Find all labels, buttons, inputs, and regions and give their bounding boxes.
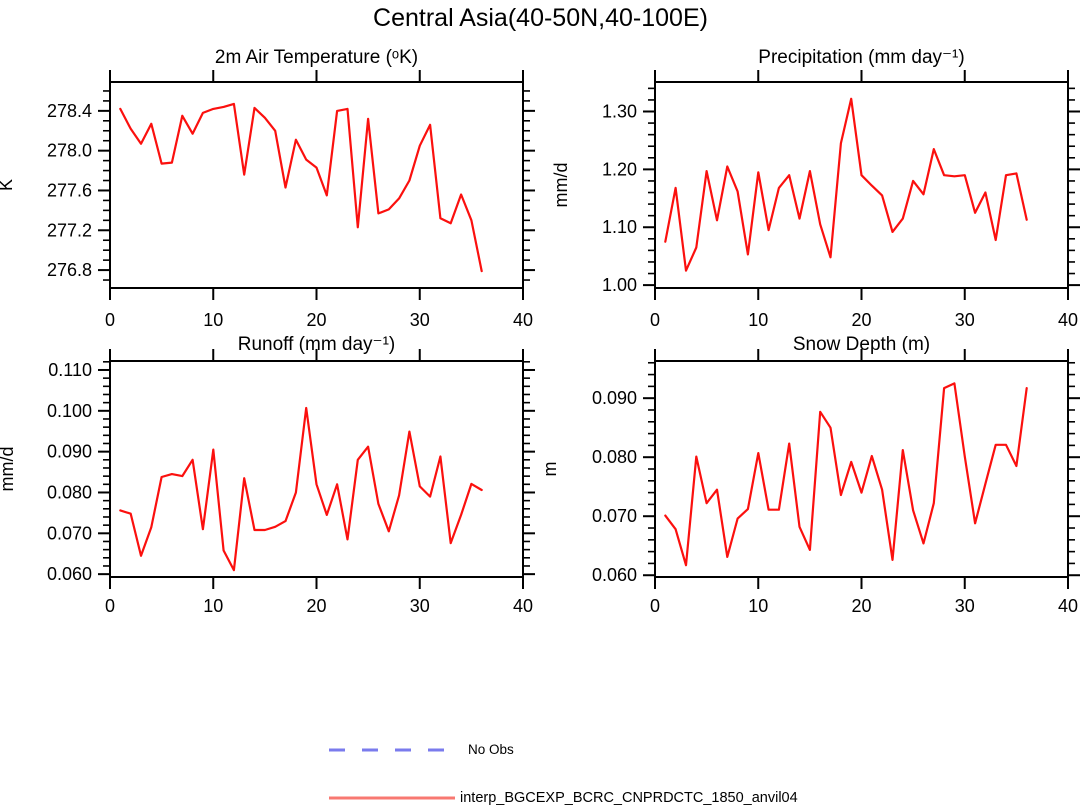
x-tick-label: 20 — [851, 596, 871, 616]
x-tick-label: 40 — [513, 596, 533, 616]
x-tick-label: 0 — [650, 310, 660, 330]
legend-label-no-obs: No Obs — [468, 742, 514, 757]
y-tick-label: 0.110 — [48, 360, 92, 380]
series-line — [119, 102, 483, 273]
x-tick-label: 40 — [1058, 310, 1078, 330]
series-line — [664, 97, 1028, 272]
y-axis-unit-label: mm/d — [0, 447, 17, 492]
legend-label-series: interp_BGCEXP_BCRC_CNPRDCTC_1850_anvil04 — [460, 790, 798, 806]
y-tick-label: 1.20 — [602, 159, 637, 179]
y-tick-label: 0.070 — [47, 523, 92, 543]
panel-border — [109, 360, 524, 578]
y-tick-label: 0.080 — [592, 447, 637, 467]
series-solid-line-icon — [329, 796, 455, 800]
y-tick-label: 0.080 — [47, 482, 92, 502]
y-axis-unit-label: mm/d — [551, 163, 571, 208]
y-axis-unit-label: K — [0, 179, 16, 191]
legend-item-series: interp_BGCEXP_BCRC_CNPRDCTC_1850_anvil04 — [328, 790, 798, 806]
panel-3: 0 10 20 30 40 0.060 0.070 0.080 0.090 Snow Depth … — [540, 334, 1080, 616]
panel-title: Precipitation (mm day⁻¹) — [758, 47, 964, 68]
x-tick-label: 10 — [203, 310, 223, 330]
y-axis-unit-label: m — [540, 462, 560, 477]
x-tick-label: 30 — [955, 310, 975, 330]
x-tick-label: 0 — [650, 596, 660, 616]
y-tick-label: 276.8 — [47, 260, 92, 280]
x-tick-label: 0 — [105, 310, 115, 330]
y-tick-label: 0.090 — [47, 442, 92, 462]
panel-title: 2m Air Temperature (ᵒK) — [215, 47, 418, 68]
y-tick-label: 0.060 — [592, 565, 637, 585]
y-tick-label: 0.070 — [592, 506, 637, 526]
panel-2: 0 10 20 30 40 0.060 0.070 0.080 0.090 0.100 0.110 R… — [0, 334, 535, 616]
panel-border — [109, 81, 524, 289]
x-tick-label: 30 — [955, 596, 975, 616]
series-line — [664, 382, 1028, 567]
x-tick-label: 0 — [105, 596, 115, 616]
panel-title: Snow Depth (m) — [793, 334, 930, 355]
x-tick-label: 40 — [1058, 596, 1078, 616]
y-tick-label: 0.060 — [47, 564, 92, 584]
y-tick-label: 277.6 — [47, 180, 92, 200]
y-tick-label: 1.10 — [602, 217, 637, 237]
x-tick-label: 10 — [748, 310, 768, 330]
page-title: Central Asia(40-50N,40-100E) — [373, 4, 708, 32]
panel-border — [654, 81, 1069, 289]
x-tick-label: 10 — [748, 596, 768, 616]
panel-0: 0 10 20 30 40 276.8 277.2 277.6 278.0 278.4 2m Air… — [0, 47, 535, 330]
no-obs-dashed-line-icon — [329, 748, 449, 751]
x-tick-label: 30 — [410, 596, 430, 616]
series-line — [119, 406, 483, 572]
y-tick-label: 278.0 — [47, 141, 92, 161]
y-tick-label: 0.090 — [592, 388, 637, 408]
y-tick-label: 277.2 — [47, 220, 92, 240]
x-tick-label: 40 — [513, 310, 533, 330]
panel-title: Runoff (mm day⁻¹) — [238, 334, 396, 355]
legend-item-no-obs: No Obs — [328, 742, 514, 757]
panel-border — [654, 360, 1069, 578]
x-tick-label: 20 — [306, 596, 326, 616]
x-tick-label: 20 — [306, 310, 326, 330]
y-tick-label: 0.100 — [47, 401, 92, 421]
x-tick-label: 20 — [851, 310, 871, 330]
y-tick-label: 1.30 — [602, 102, 637, 122]
x-tick-label: 10 — [203, 596, 223, 616]
panel-1: 0 10 20 30 40 1.00 1.10 1.20 1.30 Precipitation (… — [551, 47, 1080, 330]
x-tick-label: 30 — [410, 310, 430, 330]
y-tick-label: 1.00 — [602, 275, 637, 295]
y-tick-label: 278.4 — [47, 101, 92, 121]
